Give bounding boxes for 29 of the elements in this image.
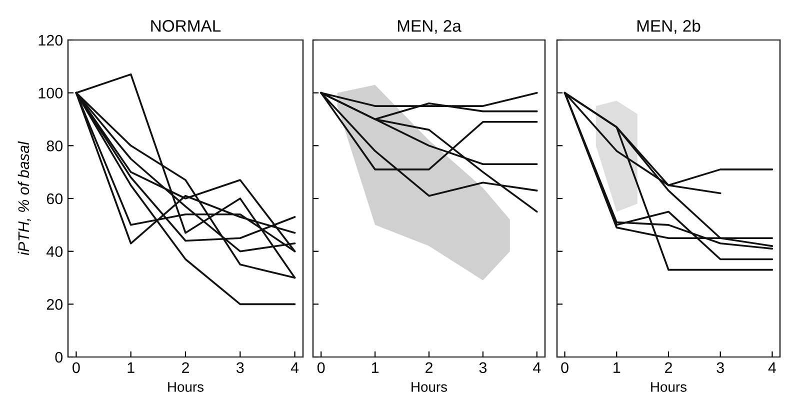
x-tick-label: 0 [72, 362, 80, 374]
chart-title: MEN, 2b [637, 20, 700, 34]
x-tick-label: 2 [426, 362, 432, 373]
x-tick-label: 3 [716, 362, 724, 374]
x-axis-title: Hours [651, 382, 687, 392]
y-tick-label: 80 [46, 140, 63, 152]
x-axis-title: Hours [168, 382, 204, 392]
x-tick-label: 1 [128, 362, 134, 373]
x-tick-label: 0 [317, 362, 325, 374]
x-tick-label: 4 [768, 362, 776, 373]
y-tick-label: 60 [46, 193, 63, 204]
y-tick-label: 120 [38, 34, 63, 46]
y-tick-label: 40 [46, 246, 63, 258]
x-tick-label: 2 [665, 362, 672, 373]
x-axis-title: Hours [412, 382, 448, 392]
y-tick-label: 100 [38, 88, 63, 99]
x-tick-label: 4 [290, 362, 299, 373]
y-axis-title: iPTH, % of basal [18, 141, 31, 256]
y-tick-label: 20 [46, 299, 63, 310]
x-tick-label: 1 [614, 362, 620, 373]
x-tick-label: 1 [372, 362, 379, 373]
chart-title: NORMAL [151, 20, 221, 32]
x-tick-label: 0 [561, 362, 568, 374]
x-tick-label: 3 [479, 362, 487, 374]
x-tick-label: 2 [182, 362, 189, 373]
y-tick-label: 0 [55, 352, 63, 363]
x-tick-label: 4 [533, 362, 541, 373]
x-tick-label: 3 [236, 362, 244, 374]
chart-title: MEN, 2a [398, 20, 462, 34]
